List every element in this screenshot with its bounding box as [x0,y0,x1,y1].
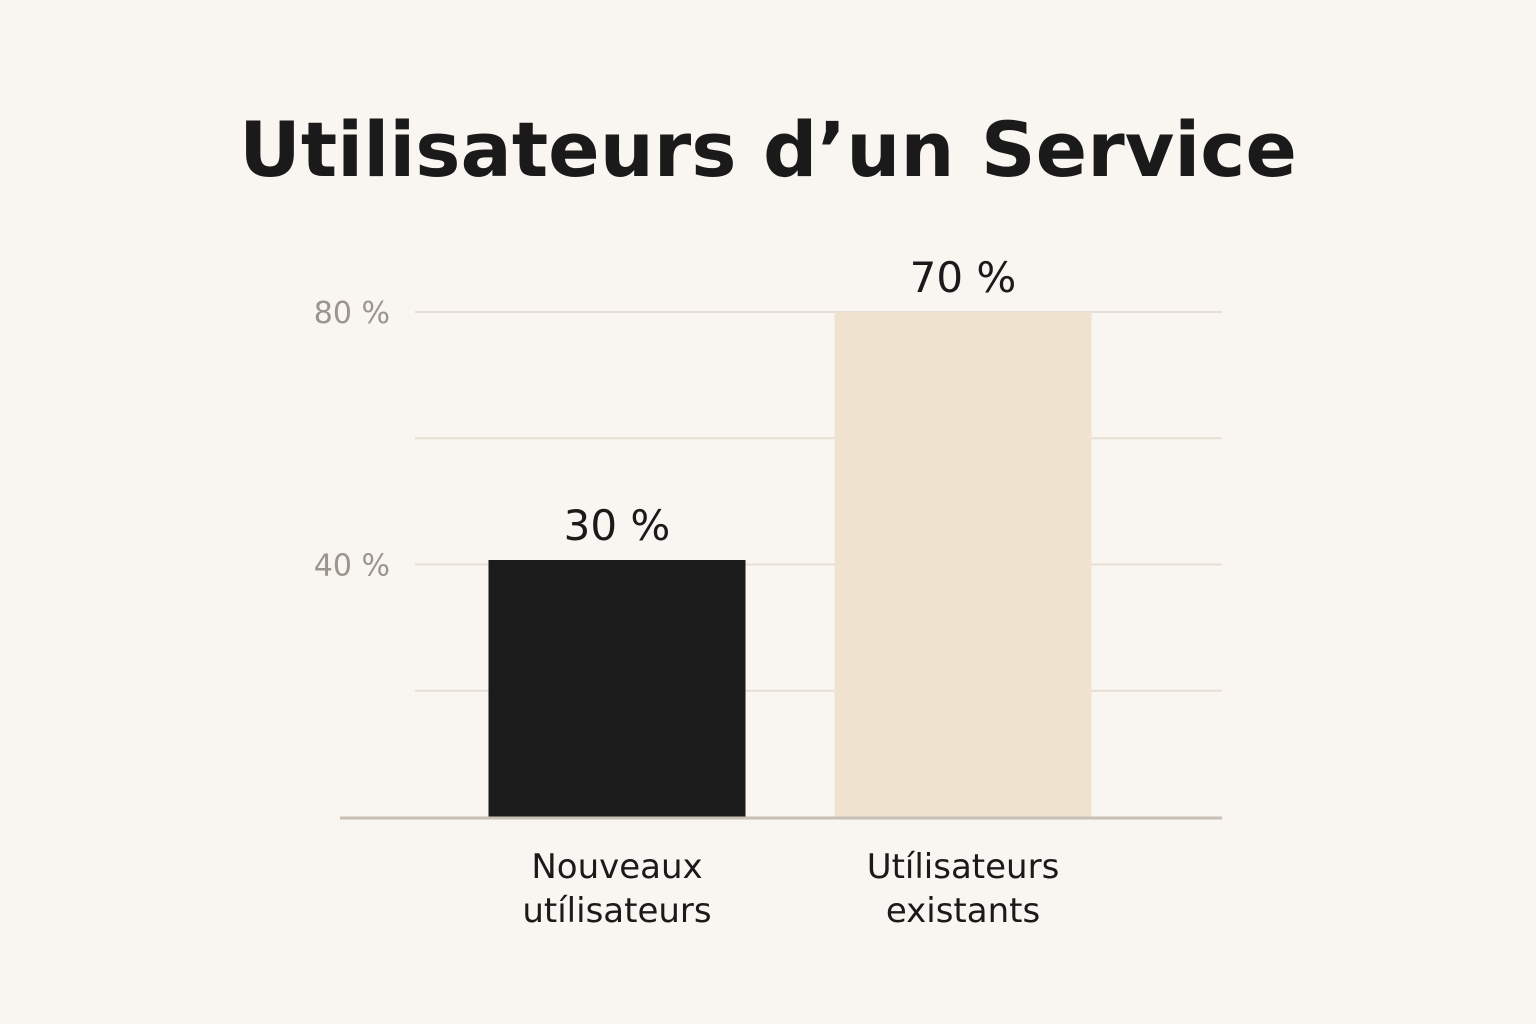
category-label-line: existants [886,891,1040,931]
data-labels: 30 % 70 % [564,253,1017,550]
bars [488,312,1092,817]
category-label-line: utı́lisateurs [522,891,711,931]
data-label-1: 30 % [564,501,671,550]
category-label-2: Utı́lisateurs existants [867,847,1060,931]
bar-1 [488,560,746,817]
chart-title: Utilisateurs d’un Service [239,105,1297,194]
y-tick-label: 40 % [314,549,390,584]
y-tick-label: 80 % [314,296,390,331]
category-labels: Nouveaux utı́lisateurs Utı́lisateurs exista… [522,847,1059,931]
category-label-line: Utı́lisateurs [867,847,1060,887]
category-label-1: Nouveaux utı́lisateurs [522,847,711,931]
data-label-2: 70 % [910,253,1017,302]
category-label-line: Nouveaux [531,847,702,887]
bar-2 [834,312,1092,817]
y-axis-ticks: 40 % 80 % [314,296,390,584]
